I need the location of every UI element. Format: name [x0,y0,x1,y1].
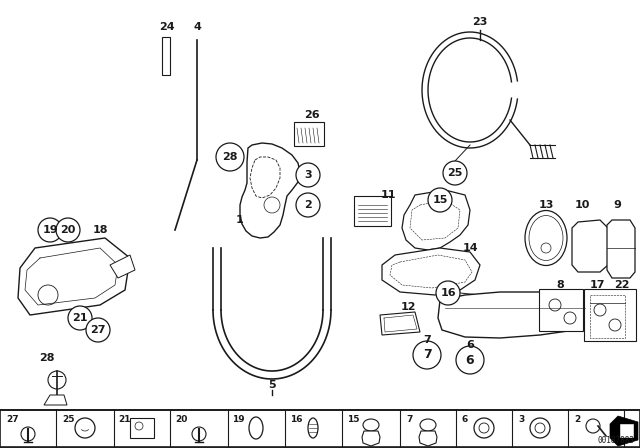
Text: 26: 26 [304,110,320,120]
Text: 15: 15 [347,415,360,424]
Text: 9: 9 [613,200,621,210]
Text: 21: 21 [72,313,88,323]
Text: 27: 27 [6,415,19,424]
Text: 14: 14 [462,243,478,253]
Text: 1: 1 [236,215,244,225]
Circle shape [68,306,92,330]
Text: 19: 19 [232,415,244,424]
Text: 4: 4 [193,22,201,32]
Polygon shape [110,255,135,278]
FancyBboxPatch shape [584,289,636,341]
Text: 22: 22 [614,280,630,290]
Text: 7: 7 [406,415,412,424]
Polygon shape [240,143,300,238]
Circle shape [216,143,244,171]
Circle shape [443,161,467,185]
Bar [162,37,170,75]
FancyBboxPatch shape [354,196,391,226]
Text: 16: 16 [290,415,303,424]
Text: 6: 6 [462,415,468,424]
Text: 28: 28 [39,353,55,363]
Text: 2: 2 [574,415,580,424]
Polygon shape [380,312,420,335]
Text: 21: 21 [118,415,131,424]
Circle shape [86,318,110,342]
Text: 12: 12 [400,302,416,312]
Polygon shape [362,431,380,446]
Text: 2: 2 [304,200,312,210]
Text: 3: 3 [518,415,524,424]
Polygon shape [572,220,608,272]
Text: 15: 15 [432,195,448,205]
Text: 16: 16 [440,288,456,298]
Text: 28: 28 [222,152,237,162]
Polygon shape [382,248,480,295]
Text: 25: 25 [447,168,463,178]
Polygon shape [419,431,437,446]
Circle shape [456,346,484,374]
Text: 6: 6 [466,353,474,366]
Circle shape [56,218,80,242]
Text: 17: 17 [589,280,605,290]
Text: 7: 7 [422,349,431,362]
Text: 27: 27 [90,325,106,335]
Text: 3: 3 [304,170,312,180]
Text: 7: 7 [423,335,431,345]
Text: 13: 13 [538,200,554,210]
Polygon shape [620,424,634,438]
Text: 20: 20 [60,225,76,235]
Polygon shape [607,220,635,278]
Text: 23: 23 [472,17,488,27]
Circle shape [296,163,320,187]
Circle shape [428,188,452,212]
FancyBboxPatch shape [130,418,154,438]
Circle shape [413,341,441,369]
Text: 11: 11 [380,190,396,200]
Text: 10: 10 [574,200,589,210]
Text: 18: 18 [92,225,108,235]
Polygon shape [610,416,638,446]
Polygon shape [402,190,470,250]
Polygon shape [44,395,67,405]
Text: 8: 8 [556,280,564,290]
Circle shape [296,193,320,217]
Text: 20: 20 [175,415,188,424]
FancyBboxPatch shape [294,122,324,146]
Text: 00187883: 00187883 [598,436,635,445]
Polygon shape [18,238,130,315]
Circle shape [38,218,62,242]
Text: 5: 5 [268,380,276,390]
FancyBboxPatch shape [539,289,583,331]
Text: 6: 6 [466,340,474,350]
Bar [0,410,640,448]
Polygon shape [438,292,595,338]
Circle shape [436,281,460,305]
Text: 19: 19 [42,225,58,235]
Text: 24: 24 [159,22,175,32]
Text: 25: 25 [62,415,74,424]
